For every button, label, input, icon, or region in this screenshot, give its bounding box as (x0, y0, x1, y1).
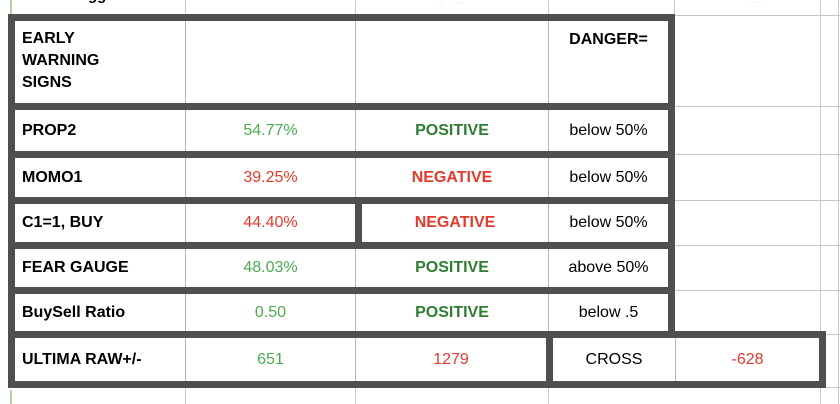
cell-buysell-value[interactable]: 0.50 (185, 294, 355, 331)
row-ultima-cross-box: CROSS -628 (546, 331, 826, 388)
cell-fear-threshold[interactable]: above 50% (548, 249, 668, 287)
cell-momo1-status[interactable]: NEGATIVE (355, 158, 548, 197)
row-buysell: BuySell Ratio 0.50 POSITIVE below .5 (8, 287, 675, 338)
gridline (355, 388, 356, 404)
gridline (185, 388, 186, 404)
cell-early-warning-title[interactable]: EARLY WARNING SIGNS (22, 30, 100, 91)
cell-fear-label[interactable]: FEAR GAUGE (22, 259, 129, 276)
clipped-text: gg (88, 0, 114, 4)
cell-empty[interactable] (355, 21, 548, 103)
gridline (675, 106, 840, 107)
cell-ultima-value2[interactable]: 1279 (355, 338, 546, 381)
gridline (674, 0, 675, 14)
gridline (675, 154, 840, 155)
gridline (838, 0, 839, 404)
gridline (675, 200, 840, 201)
cell-danger-label[interactable]: DANGER= (548, 21, 668, 103)
gridline (355, 0, 356, 14)
cell-ultima-label[interactable]: ULTIMA RAW+/- (22, 350, 142, 368)
cell-c1-label[interactable]: C1=1, BUY (22, 214, 104, 231)
cell-buysell-status[interactable]: POSITIVE (355, 294, 548, 331)
cell-ultima-value1[interactable]: 651 (185, 338, 355, 381)
faint-text-fragment: -- - -- (436, 0, 466, 7)
row-prop2: PROP2 54.77% POSITIVE below 50% (8, 103, 675, 158)
cell-momo1-value[interactable]: 39.25% (185, 158, 355, 197)
gridline (675, 290, 840, 291)
gridline (548, 0, 549, 14)
gridline-green-top-left (10, 0, 12, 14)
gridline (820, 0, 821, 404)
cell-prop2-threshold[interactable]: below 50% (548, 110, 668, 151)
gridline (548, 388, 549, 404)
gridline (185, 0, 186, 14)
gridline (675, 245, 840, 246)
row-ultima-left-box: ULTIMA RAW+/- 651 1279 (8, 331, 553, 388)
cell-c1-value[interactable]: 44.40% (185, 204, 355, 242)
cell-buysell-threshold[interactable]: below .5 (548, 294, 668, 331)
cell-momo1-threshold[interactable]: below 50% (548, 158, 668, 197)
cell-c1-threshold[interactable]: below 50% (548, 204, 668, 242)
faint-text-fragment: - -- (746, 0, 763, 7)
cell-buysell-label[interactable]: BuySell Ratio (22, 303, 126, 321)
cell-empty[interactable] (185, 21, 355, 103)
gridline-green-bottom-left (10, 390, 12, 404)
cell-fear-status[interactable]: POSITIVE (355, 249, 548, 287)
cell-cross-value[interactable]: -628 (675, 338, 819, 381)
gridline (675, 15, 840, 16)
cell-momo1-label[interactable]: MOMO1 (22, 168, 83, 186)
row-early-warning: EARLY WARNING SIGNS DANGER= (8, 14, 675, 110)
cell-prop2-value[interactable]: 54.77% (185, 110, 355, 151)
cell-cross-label[interactable]: CROSS (585, 350, 643, 368)
cell-prop2-status[interactable]: POSITIVE (355, 110, 548, 151)
cell-prop2-label[interactable]: PROP2 (22, 121, 77, 139)
gridline (826, 334, 840, 335)
cell-fear-value[interactable]: 48.03% (185, 249, 355, 287)
cell-c1-status[interactable]: NEGATIVE (414, 214, 496, 231)
clipped-text-fragment: gg (88, 0, 114, 8)
gridline (826, 387, 840, 388)
